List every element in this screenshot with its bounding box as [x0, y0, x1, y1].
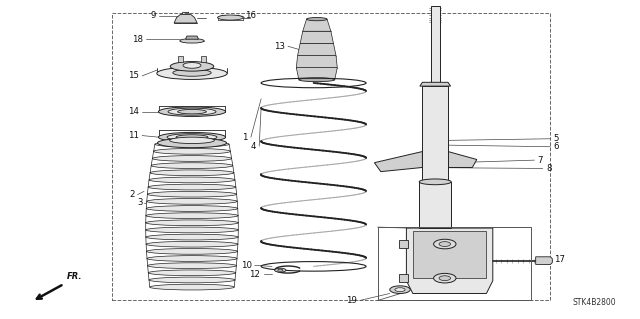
Ellipse shape — [159, 132, 226, 142]
Text: 1: 1 — [242, 133, 248, 142]
Ellipse shape — [150, 284, 234, 290]
Ellipse shape — [275, 268, 286, 272]
Ellipse shape — [157, 67, 227, 79]
Ellipse shape — [146, 213, 238, 219]
Ellipse shape — [157, 138, 227, 148]
Bar — [419, 182, 451, 228]
Polygon shape — [536, 257, 552, 264]
Ellipse shape — [155, 141, 229, 147]
Ellipse shape — [168, 108, 216, 115]
Polygon shape — [303, 19, 331, 31]
Ellipse shape — [148, 184, 236, 190]
Text: 17: 17 — [554, 256, 564, 264]
Text: 10: 10 — [241, 261, 252, 270]
Ellipse shape — [149, 177, 235, 183]
Ellipse shape — [170, 137, 214, 144]
Text: 2: 2 — [129, 190, 134, 199]
Ellipse shape — [178, 109, 206, 114]
Bar — [378, 227, 531, 300]
Text: 16: 16 — [245, 11, 256, 20]
Ellipse shape — [150, 170, 234, 176]
Ellipse shape — [395, 288, 405, 292]
Ellipse shape — [151, 163, 233, 168]
Text: STK4B2800: STK4B2800 — [572, 298, 616, 307]
Bar — [399, 274, 408, 282]
Polygon shape — [406, 228, 493, 293]
Polygon shape — [374, 152, 422, 172]
Ellipse shape — [434, 273, 456, 283]
Polygon shape — [448, 152, 477, 167]
Text: FR.: FR. — [67, 272, 83, 281]
Bar — [201, 56, 206, 62]
Ellipse shape — [299, 78, 335, 82]
Ellipse shape — [152, 156, 232, 161]
Ellipse shape — [146, 234, 238, 240]
Polygon shape — [174, 14, 197, 23]
Text: 14: 14 — [128, 107, 139, 116]
Bar — [422, 86, 448, 182]
Bar — [399, 240, 408, 248]
Ellipse shape — [180, 39, 204, 43]
Ellipse shape — [147, 198, 237, 204]
Ellipse shape — [148, 263, 236, 269]
Bar — [431, 6, 440, 86]
Polygon shape — [296, 56, 337, 68]
Polygon shape — [298, 43, 336, 56]
Ellipse shape — [167, 134, 217, 141]
Polygon shape — [296, 68, 337, 80]
Polygon shape — [186, 36, 198, 39]
Text: 5: 5 — [554, 134, 559, 143]
Ellipse shape — [278, 269, 283, 271]
Ellipse shape — [146, 220, 238, 226]
Ellipse shape — [147, 256, 237, 261]
Ellipse shape — [183, 63, 201, 68]
Ellipse shape — [419, 179, 451, 185]
Ellipse shape — [439, 242, 451, 247]
Text: 8: 8 — [546, 164, 552, 173]
Ellipse shape — [147, 206, 237, 211]
Ellipse shape — [147, 249, 237, 254]
Text: 13: 13 — [274, 42, 285, 51]
Ellipse shape — [176, 135, 208, 140]
Ellipse shape — [307, 18, 327, 21]
Text: 9: 9 — [150, 11, 156, 20]
Ellipse shape — [170, 62, 214, 71]
Bar — [178, 56, 183, 62]
Bar — [112, 13, 550, 300]
Ellipse shape — [159, 107, 226, 116]
Polygon shape — [420, 82, 451, 86]
Ellipse shape — [434, 239, 456, 249]
Ellipse shape — [149, 277, 235, 283]
Ellipse shape — [154, 148, 230, 154]
Text: 19: 19 — [346, 296, 356, 305]
Text: 7: 7 — [538, 156, 543, 165]
Text: 11: 11 — [128, 131, 139, 140]
Ellipse shape — [439, 276, 451, 281]
Ellipse shape — [218, 15, 243, 20]
Ellipse shape — [390, 286, 410, 293]
Ellipse shape — [173, 69, 211, 76]
Text: 3: 3 — [137, 198, 143, 207]
Ellipse shape — [146, 241, 238, 247]
Text: 18: 18 — [132, 35, 143, 44]
Ellipse shape — [146, 227, 238, 233]
Text: 12: 12 — [250, 270, 260, 279]
Text: 6: 6 — [554, 142, 559, 151]
Text: 15: 15 — [128, 71, 139, 80]
Ellipse shape — [148, 270, 236, 276]
Ellipse shape — [147, 191, 237, 197]
Polygon shape — [413, 231, 486, 278]
Polygon shape — [300, 31, 333, 43]
Text: 4: 4 — [250, 142, 256, 151]
